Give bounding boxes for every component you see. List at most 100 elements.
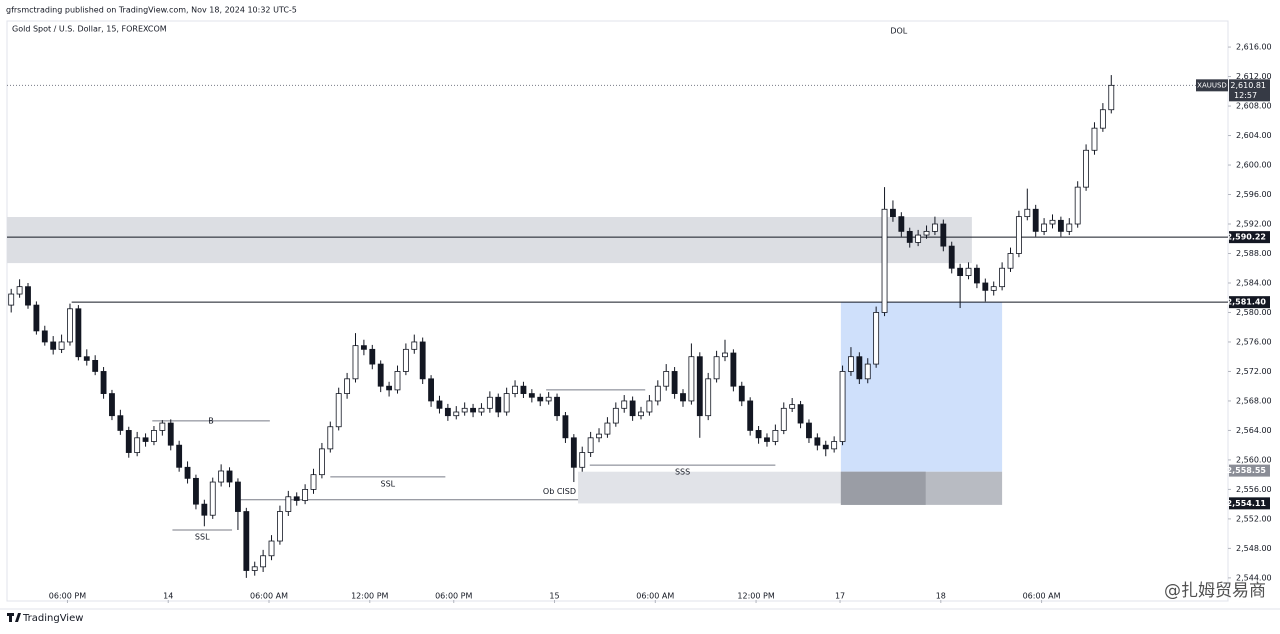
candle-body <box>176 444 183 468</box>
candle-body <box>293 496 300 501</box>
candle-body <box>235 481 241 512</box>
y-tick-label: 2,564.00 <box>1236 426 1272 435</box>
y-tick-label: 2,576.00 <box>1236 337 1272 346</box>
candle-body <box>310 474 317 490</box>
candle-body <box>898 216 905 232</box>
candle-body <box>1057 219 1064 232</box>
candle-body <box>1015 216 1022 254</box>
candle-body <box>923 230 930 236</box>
candle-body <box>881 208 888 313</box>
candle-body <box>134 437 141 453</box>
candle-body <box>545 396 552 402</box>
candle-body <box>604 422 611 435</box>
candle-body <box>478 407 485 413</box>
candle-body <box>1049 219 1056 225</box>
candle-body <box>856 356 863 380</box>
candle-body <box>848 356 854 372</box>
candle-body <box>8 293 15 306</box>
candle-body <box>814 437 821 446</box>
symbol-box <box>1196 79 1228 92</box>
price-label-box <box>1229 497 1270 510</box>
price-label-box <box>1229 296 1270 309</box>
candle-body <box>864 363 871 380</box>
candle-body <box>184 466 191 479</box>
x-tick-label: 18 <box>936 592 946 601</box>
candle-body <box>562 415 569 439</box>
candle-body <box>503 393 510 413</box>
annotation-label: B <box>208 416 214 425</box>
candle-body <box>890 208 896 218</box>
candle-body <box>554 396 560 417</box>
y-tick-label: 2,604.00 <box>1236 131 1272 140</box>
price-label-box <box>1229 464 1270 477</box>
candle-body <box>285 496 292 512</box>
candle-body <box>722 352 728 358</box>
y-tick-label: 2,544.00 <box>1236 573 1272 582</box>
last-price-box <box>1229 79 1270 102</box>
candle-body <box>495 396 502 413</box>
x-tick-label: 06:00 AM <box>636 592 674 601</box>
candle-body <box>1041 223 1048 232</box>
candle-body <box>33 304 40 332</box>
x-tick-label: 15 <box>549 592 559 601</box>
candle-body <box>839 371 846 442</box>
candle-body <box>596 433 602 439</box>
annotation-label: SSS <box>675 468 690 477</box>
candle-body <box>663 371 670 387</box>
candle-body <box>470 407 476 413</box>
x-tick-label: 06:00 AM <box>250 592 288 601</box>
candle-body <box>50 341 57 350</box>
x-tick-label: 14 <box>163 592 173 601</box>
annotation-label: SSL <box>381 479 396 488</box>
candle-body <box>394 371 401 391</box>
candle-body <box>277 511 283 542</box>
price-label: 2,581.40 <box>1227 298 1267 307</box>
candle-body <box>419 341 426 380</box>
candle-body <box>587 437 594 453</box>
y-tick-label: 2,572.00 <box>1236 367 1272 376</box>
x-tick-label: 17 <box>835 592 845 601</box>
candle-body <box>1074 186 1081 225</box>
candle-body <box>67 308 73 343</box>
y-tick-label: 2,588.00 <box>1236 249 1272 258</box>
candle-body <box>671 371 678 394</box>
candle-body <box>1091 127 1098 151</box>
candle-body <box>1108 84 1115 111</box>
y-tick-label: 2,568.00 <box>1236 396 1272 405</box>
candle-body <box>16 286 23 295</box>
candle-body <box>486 396 493 409</box>
candle-body <box>646 400 653 413</box>
candle-body <box>1007 253 1014 269</box>
annotation-label: DOL <box>890 26 907 35</box>
candle-body <box>75 308 82 358</box>
candle-body <box>806 422 812 439</box>
annotation-label: Ob CISD <box>543 487 576 496</box>
candle-body <box>453 411 460 417</box>
x-tick-label: 12:00 PM <box>737 592 774 601</box>
candle-body <box>1032 208 1039 232</box>
y-tick-label: 2,580.00 <box>1236 308 1272 317</box>
price-label-box <box>1229 231 1270 244</box>
candle-body <box>117 415 124 431</box>
candle-body <box>109 393 115 417</box>
candle-body <box>125 430 132 453</box>
candle-body <box>360 345 367 350</box>
y-tick-label: 2,548.00 <box>1236 544 1272 553</box>
candle-body <box>243 511 250 571</box>
logo-mark <box>7 613 21 622</box>
candle-body <box>461 407 468 413</box>
candle-body <box>528 393 535 398</box>
candle-body <box>251 566 258 571</box>
candle-body <box>92 359 99 372</box>
candle-body <box>1083 149 1090 188</box>
candle-body <box>990 286 997 291</box>
x-tick-label: 06:00 AM <box>1023 592 1061 601</box>
y-tick-label: 2,584.00 <box>1236 278 1272 287</box>
candle-body <box>957 267 964 277</box>
candle-body <box>1024 208 1031 218</box>
candle-body <box>940 223 947 247</box>
candle-body <box>789 404 796 409</box>
symbol-label: XAUUSD <box>1197 81 1227 89</box>
